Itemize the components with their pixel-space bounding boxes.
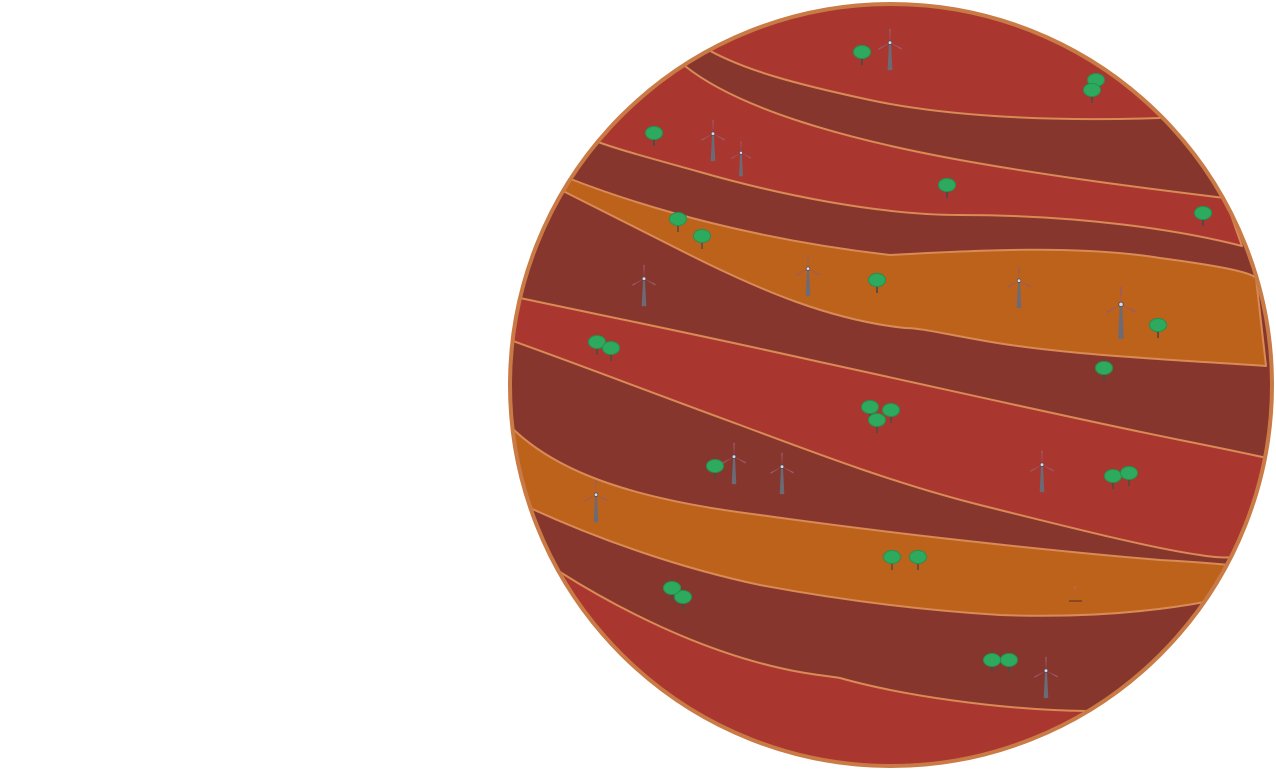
planet-outline xyxy=(508,2,1274,768)
tiny-marker xyxy=(1069,586,1082,602)
band-red-upper xyxy=(559,59,1243,247)
band-orange-upper xyxy=(510,169,1267,367)
planet xyxy=(508,2,1274,768)
